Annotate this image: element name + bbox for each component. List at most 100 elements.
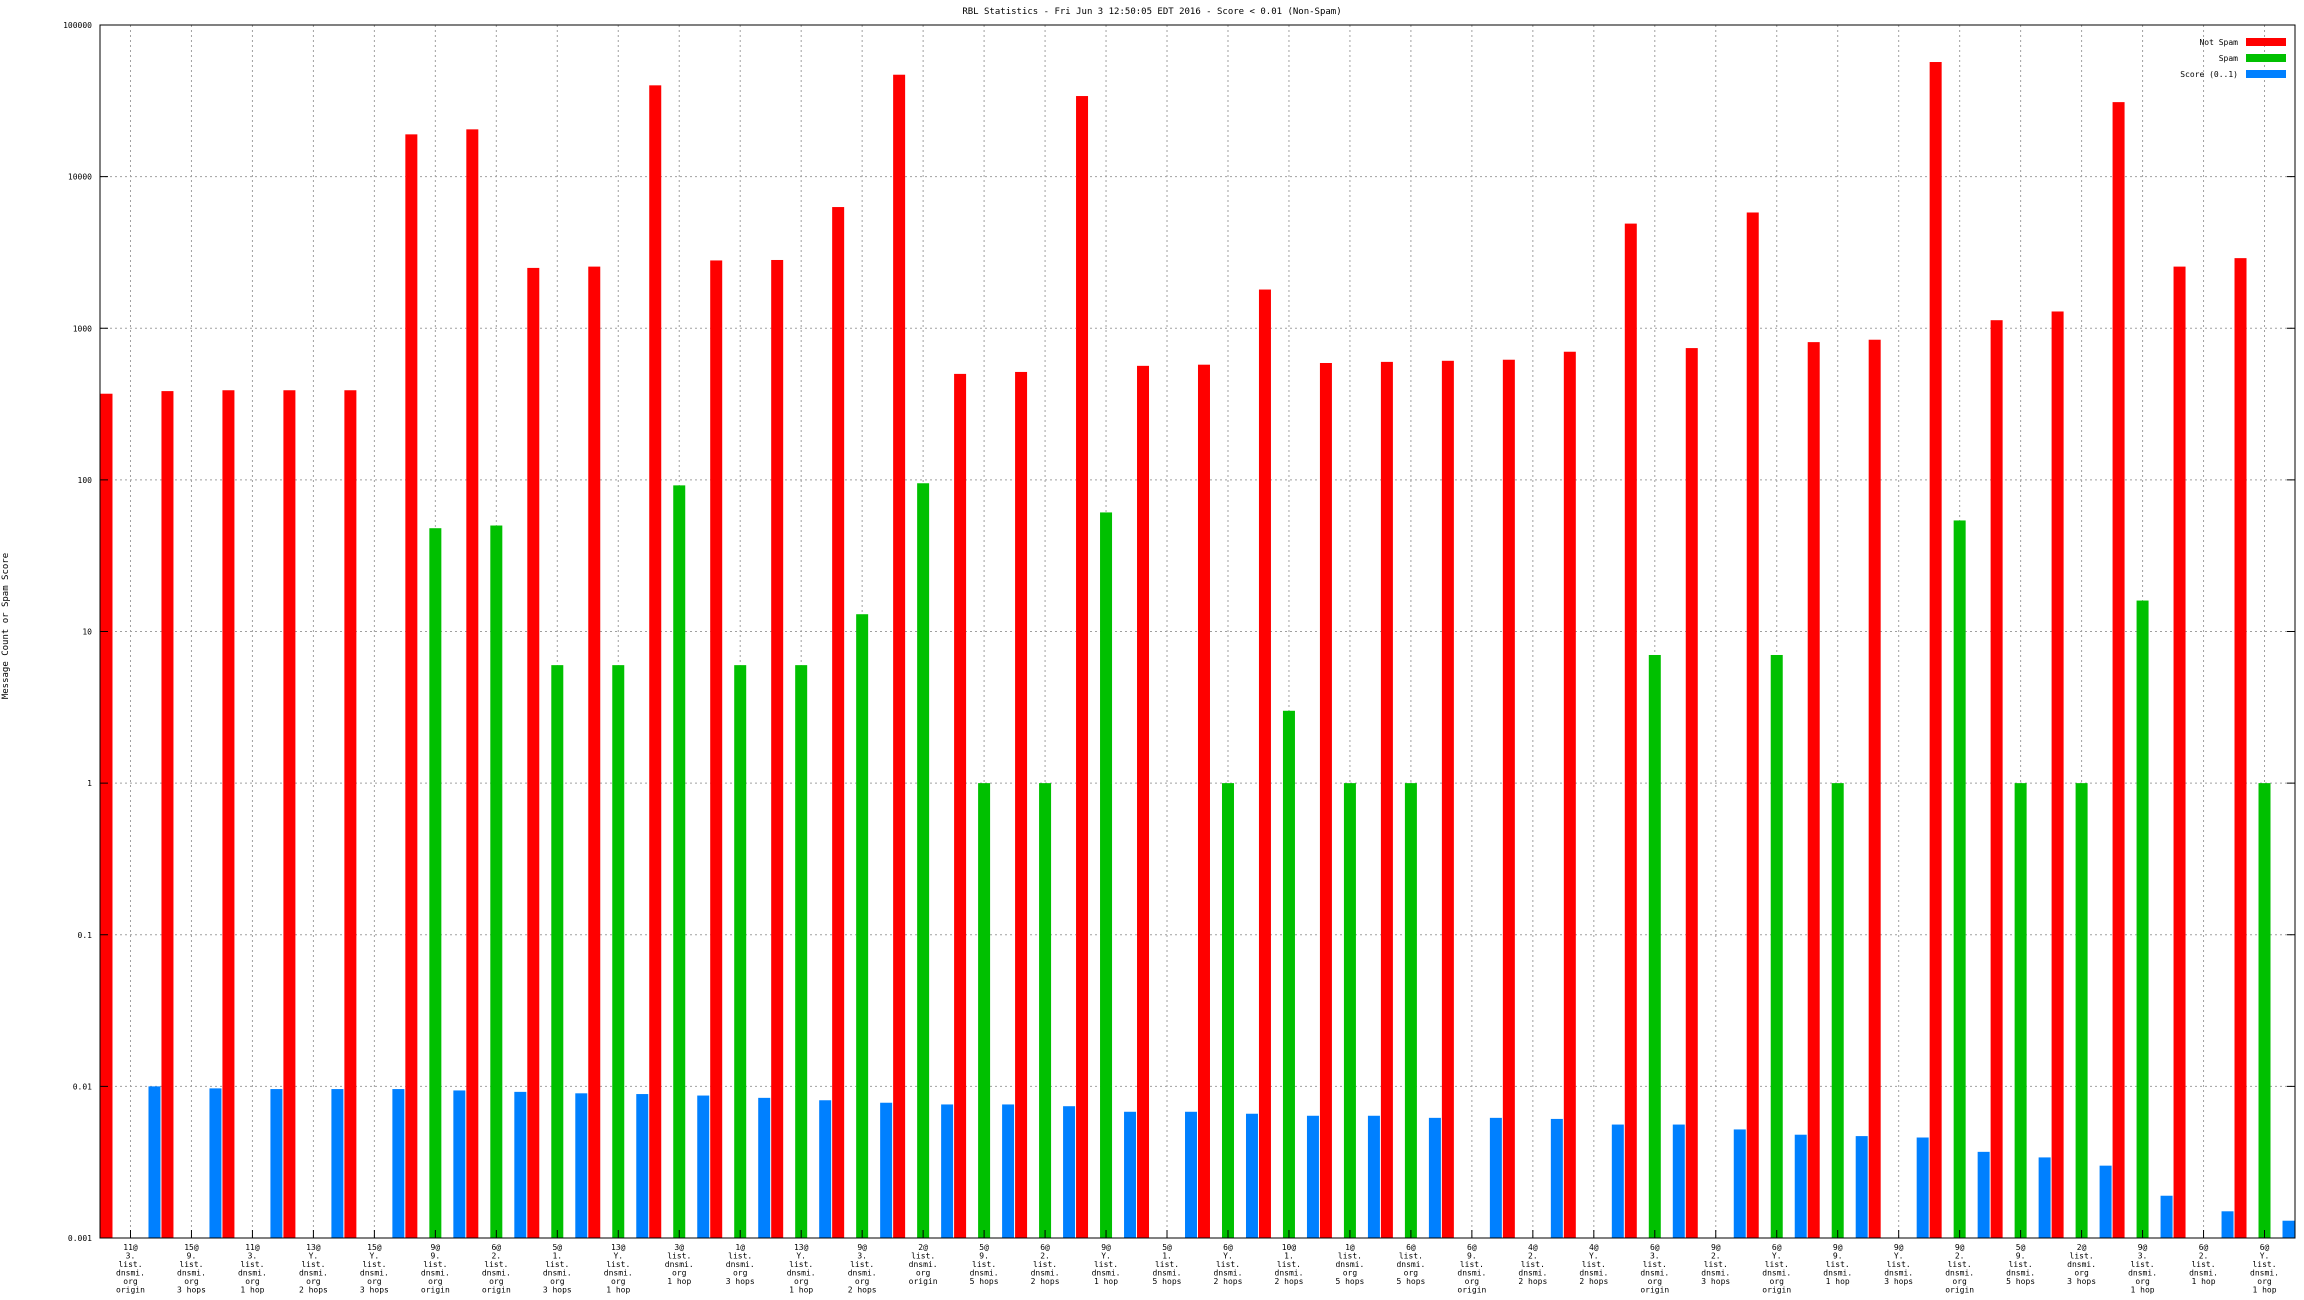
x-tick-label: 6@ Y. list. dnsmi. org origin xyxy=(1762,1243,1791,1295)
bar-not-spam xyxy=(1868,339,1881,1238)
x-tick-label-line: 6@ xyxy=(1772,1243,1782,1252)
x-tick-label: 9@ Y. list. dnsmi. 1 hop xyxy=(1092,1243,1121,1286)
x-tick-label: 5@ 9. list. dnsmi. 5 hops xyxy=(2006,1243,2035,1286)
x-tick-label-line: 6@ xyxy=(1406,1243,1416,1252)
x-tick-label: 5@ 9. list. dnsmi. 5 hops xyxy=(970,1243,999,1286)
x-tick-label-line: Y. xyxy=(309,1252,319,1261)
x-tick-label-line: list. xyxy=(1094,1260,1118,1269)
x-tick-label-line: dnsmi. xyxy=(238,1269,267,1278)
x-tick-label-line: list. xyxy=(2009,1260,2033,1269)
x-tick-label-line: dnsmi. xyxy=(848,1269,877,1278)
x-tick-label-line: 13@ xyxy=(611,1243,626,1252)
x-tick-label-line: org xyxy=(1404,1269,1419,1278)
x-tick-label-line: org xyxy=(550,1277,565,1286)
bar-not-spam xyxy=(1441,360,1454,1238)
x-tick-label-line: origin xyxy=(909,1277,938,1286)
x-tick-label-line: 9. xyxy=(187,1252,197,1261)
bar-score-0-1 xyxy=(1124,1111,1137,1238)
x-tick-label-line: dnsmi. xyxy=(360,1269,389,1278)
x-tick-label-line: 2. xyxy=(2199,1252,2209,1261)
x-tick-label-line: org xyxy=(1952,1277,1967,1286)
chart-title: RBL Statistics - Fri Jun 3 12:50:05 EDT … xyxy=(962,7,1341,17)
x-tick-label-line: 3 hops xyxy=(726,1277,755,1286)
x-tick-label: 1@ list. dnsmi. org 3 hops xyxy=(726,1243,755,1286)
x-tick-label-line: 2 hops xyxy=(1214,1277,1243,1286)
x-tick-label-line: dnsmi. xyxy=(1701,1269,1730,1278)
x-tick-label-line: list. xyxy=(240,1260,264,1269)
x-tick-label-line: list. xyxy=(2131,1260,2155,1269)
x-tick-label-line: 2 hops xyxy=(1031,1277,1060,1286)
x-tick-label-line: Y. xyxy=(796,1252,806,1261)
x-tick-label-line: dnsmi. xyxy=(1518,1269,1547,1278)
bar-spam xyxy=(1953,520,1966,1238)
x-tick-label-line: 5 hops xyxy=(1153,1277,1182,1286)
y-tick-label: 100000 xyxy=(63,21,92,30)
x-tick-label-line: 5 hops xyxy=(1335,1277,1364,1286)
x-tick-label-line: list. xyxy=(1460,1260,1484,1269)
bar-not-spam xyxy=(2112,102,2125,1238)
x-tick-label: 9@ Y. list. dnsmi. 3 hops xyxy=(1884,1243,1913,1286)
x-tick-label-line: 6@ xyxy=(2199,1243,2209,1252)
x-tick-label-line: 1. xyxy=(1162,1252,1172,1261)
bar-score-0-1 xyxy=(2160,1195,2173,1238)
bar-spam xyxy=(1039,783,1052,1238)
x-tick-label-line: dnsmi. xyxy=(1031,1269,1060,1278)
x-tick-label-line: 9@ xyxy=(431,1243,441,1252)
x-tick-label-line: dnsmi. xyxy=(1884,1269,1913,1278)
legend-label: Score (0..1) xyxy=(2180,70,2238,79)
x-tick-label-line: Y. xyxy=(2260,1252,2270,1261)
x-tick-label-line: 9. xyxy=(431,1252,441,1261)
x-tick-label-line: dnsmi. xyxy=(726,1260,755,1269)
x-tick-label-line: list. xyxy=(1826,1260,1850,1269)
x-tick-label-line: 3. xyxy=(126,1252,136,1261)
bar-not-spam xyxy=(710,260,723,1238)
bar-not-spam xyxy=(161,391,174,1239)
x-tick-label: 9@ 2. list. dnsmi. 3 hops xyxy=(1701,1243,1730,1286)
bar-not-spam xyxy=(588,266,601,1238)
legend-swatch xyxy=(2246,38,2286,46)
bar-score-0-1 xyxy=(1185,1111,1198,1238)
x-tick-label-line: 15@ xyxy=(367,1243,382,1252)
x-tick-label-line: org xyxy=(2257,1277,2272,1286)
x-tick-label-line: 1 hop xyxy=(1094,1277,1118,1286)
x-tick-label-line: 2. xyxy=(1040,1252,1050,1261)
bar-score-0-1 xyxy=(392,1089,405,1238)
x-tick-label: 6@ Y. list. dnsmi. org 1 hop xyxy=(2250,1243,2279,1295)
bar-not-spam xyxy=(771,259,784,1239)
bar-spam xyxy=(917,483,930,1238)
bar-spam xyxy=(1648,654,1661,1238)
x-tick-label-line: 9@ xyxy=(857,1243,867,1252)
x-tick-label-line: org xyxy=(1770,1277,1785,1286)
bar-score-0-1 xyxy=(1367,1115,1380,1238)
x-tick-label-line: dnsmi. xyxy=(2250,1269,2279,1278)
bar-not-spam xyxy=(344,390,357,1238)
x-tick-label-line: dnsmi. xyxy=(1092,1269,1121,1278)
x-tick-label: 6@ 3. list. dnsmi. org origin xyxy=(1640,1243,1669,1295)
x-tick-label: 5@ 1. list. dnsmi. 5 hops xyxy=(1153,1243,1182,1286)
y-tick-label: 10 xyxy=(82,628,92,637)
x-tick-label-line: 2 hops xyxy=(1275,1277,1304,1286)
x-tick-label-line: 1 hop xyxy=(606,1286,630,1295)
bar-not-spam xyxy=(1807,342,1820,1238)
x-tick-label: 13@ Y. list. dnsmi. org 1 hop xyxy=(604,1243,633,1295)
x-tick-label: 6@ 2. list. dnsmi. 2 hops xyxy=(1031,1243,1060,1286)
x-tick-label-line: list. xyxy=(2191,1260,2215,1269)
x-tick-label-line: 3 hops xyxy=(360,1286,389,1295)
x-tick-label-line: dnsmi. xyxy=(2067,1260,2096,1269)
bar-score-0-1 xyxy=(148,1086,161,1238)
legend-label: Not Spam xyxy=(2199,38,2238,47)
x-tick-label-line: 1@ xyxy=(1345,1243,1355,1252)
x-tick-label-line: origin xyxy=(482,1286,511,1295)
x-tick-label-line: 5 hops xyxy=(970,1277,999,1286)
bar-spam xyxy=(734,665,747,1238)
bar-score-0-1 xyxy=(1002,1104,1015,1238)
x-tick-label-line: 1 hop xyxy=(789,1286,813,1295)
bar-score-0-1 xyxy=(1855,1136,1868,1238)
x-tick-label-line: dnsmi. xyxy=(1214,1269,1243,1278)
x-tick-label: 4@ 2. list. dnsmi. 2 hops xyxy=(1518,1243,1547,1286)
x-tick-label-line: org xyxy=(184,1277,199,1286)
bar-score-0-1 xyxy=(575,1093,588,1238)
x-tick-label-line: 13@ xyxy=(306,1243,321,1252)
x-tick-label-line: 2. xyxy=(1955,1252,1965,1261)
